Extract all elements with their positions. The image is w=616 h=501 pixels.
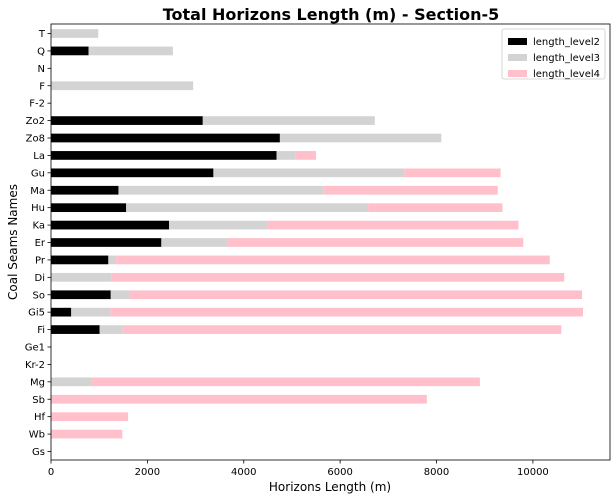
y-tick-label: Ma (30, 186, 45, 197)
bar-length_level3-So (110, 290, 130, 300)
y-tick-label: Zo8 (26, 134, 45, 145)
bar-length_level4-Er (226, 238, 524, 247)
x-tick-label: 4000 (231, 467, 256, 478)
bar-length_level4-Wb (51, 429, 123, 439)
y-tick-label: La (33, 151, 45, 162)
x-tick-label: 10000 (517, 467, 549, 478)
bar-length_level4-Ma (323, 185, 498, 195)
y-tick-label: Pr (35, 255, 46, 266)
y-tick-label: Gi5 (28, 308, 45, 319)
y-tick-label: Gs (32, 447, 45, 458)
bar-length_level4-La (295, 151, 317, 160)
bars-group (51, 29, 584, 439)
bar-length_level4-Fi (122, 325, 562, 334)
bar-length_level2-La (51, 151, 277, 160)
x-tick-label: 0 (48, 467, 54, 478)
y-tick-label: F-2 (29, 99, 45, 110)
bar-length_level4-Pr (116, 255, 550, 265)
chart-title: Total Horizons Length (m) - Section-5 (163, 5, 500, 24)
y-tick-label: Fi (37, 325, 45, 336)
bar-length_level4-Gu (404, 168, 501, 178)
legend-label-length_level4: length_level4 (533, 69, 600, 80)
bar-length_level2-Fi (51, 325, 100, 334)
bar-length_level3-Gu (213, 168, 405, 178)
bar-length_level2-Zo8 (51, 133, 280, 143)
y-tick-label: F (39, 81, 45, 92)
bar-length_level2-Ka (51, 220, 170, 230)
bar-length_level2-Er (51, 238, 162, 247)
bar-length_level2-So (51, 290, 111, 300)
bar-length_level2-Hu (51, 203, 127, 213)
legend-label-length_level2: length_level2 (533, 37, 600, 48)
legend-box (501, 28, 606, 80)
x-axis-title: Horizons Length (m) (269, 480, 391, 494)
bar-length_level3-Ka (169, 220, 268, 230)
bar-length_level4-Hf (51, 412, 129, 422)
bar-length_level2-Q (51, 46, 89, 56)
legend: length_level2 length_level3 length_level4 (501, 28, 606, 80)
plot-frame (50, 23, 611, 461)
legend-swatch-length_level4 (508, 70, 527, 77)
legend-label-length_level3: length_level3 (533, 53, 600, 64)
y-tick-label: Q (37, 46, 45, 57)
legend-swatch-length_level3 (508, 54, 527, 61)
bar-length_level4-Hu (368, 203, 503, 213)
y-tick-label: Sb (32, 395, 45, 406)
bar-length_level2-Gu (51, 168, 214, 178)
bar-length_level3-T (51, 29, 99, 38)
bar-length_level2-Gi5 (51, 307, 72, 317)
bar-length_level3-Q (88, 46, 173, 56)
bar-length_level3-Hu (126, 203, 369, 213)
bar-length_level3-Mg (51, 377, 92, 387)
bar-length_level3-F (51, 81, 194, 91)
y-tick-label: Er (35, 238, 46, 249)
y-tick-label: Wb (29, 430, 45, 441)
bar-length_level3-Zo8 (279, 133, 442, 143)
bar-length_level3-La (276, 151, 296, 160)
y-tick-label: Hf (34, 412, 46, 423)
bar-length_level4-Di (111, 272, 565, 282)
y-axis-title: Coal Seams Names (6, 184, 20, 300)
bar-length_level3-Pr (108, 255, 117, 265)
y-tick-label: Mg (30, 377, 45, 388)
x-tick-label: 6000 (327, 467, 352, 478)
y-tick-label: Di (35, 273, 45, 284)
bar-length_level4-Sb (51, 394, 427, 404)
x-tick-group: 0 2000 4000 6000 8000 10000 (48, 460, 549, 478)
legend-swatch-length_level2 (508, 38, 527, 45)
y-tick-label: N (38, 64, 45, 75)
y-tick-label: So (33, 290, 45, 301)
bar-length_level3-Di (51, 272, 112, 282)
y-tick-label: Gu (31, 168, 45, 179)
x-tick-label: 2000 (135, 467, 160, 478)
bar-length_level2-Pr (51, 255, 109, 265)
y-tick-label: Zo2 (26, 116, 45, 127)
y-tick-label: Kr-2 (25, 360, 45, 371)
bar-length_level3-Er (161, 238, 227, 247)
x-tick-label: 8000 (424, 467, 449, 478)
bar-length_level4-Ka (267, 220, 519, 230)
bar-length_level2-Ma (51, 185, 119, 195)
bar-length_level4-So (129, 290, 583, 300)
bar-length_level3-Fi (99, 325, 123, 334)
y-tick-label: Ka (32, 221, 45, 232)
bar-length_level3-Ma (118, 185, 324, 195)
y-tick-label: Hu (31, 203, 45, 214)
bar-length_level4-Gi5 (110, 307, 584, 317)
y-tick-label: T (38, 29, 46, 40)
y-tick-label: Ge1 (25, 343, 45, 354)
bar-length_level3-Gi5 (71, 307, 111, 317)
bar-length_level3-Zo2 (202, 116, 375, 125)
bar-length_level2-Zo2 (51, 116, 203, 125)
bar-length_level4-Mg (91, 377, 480, 387)
